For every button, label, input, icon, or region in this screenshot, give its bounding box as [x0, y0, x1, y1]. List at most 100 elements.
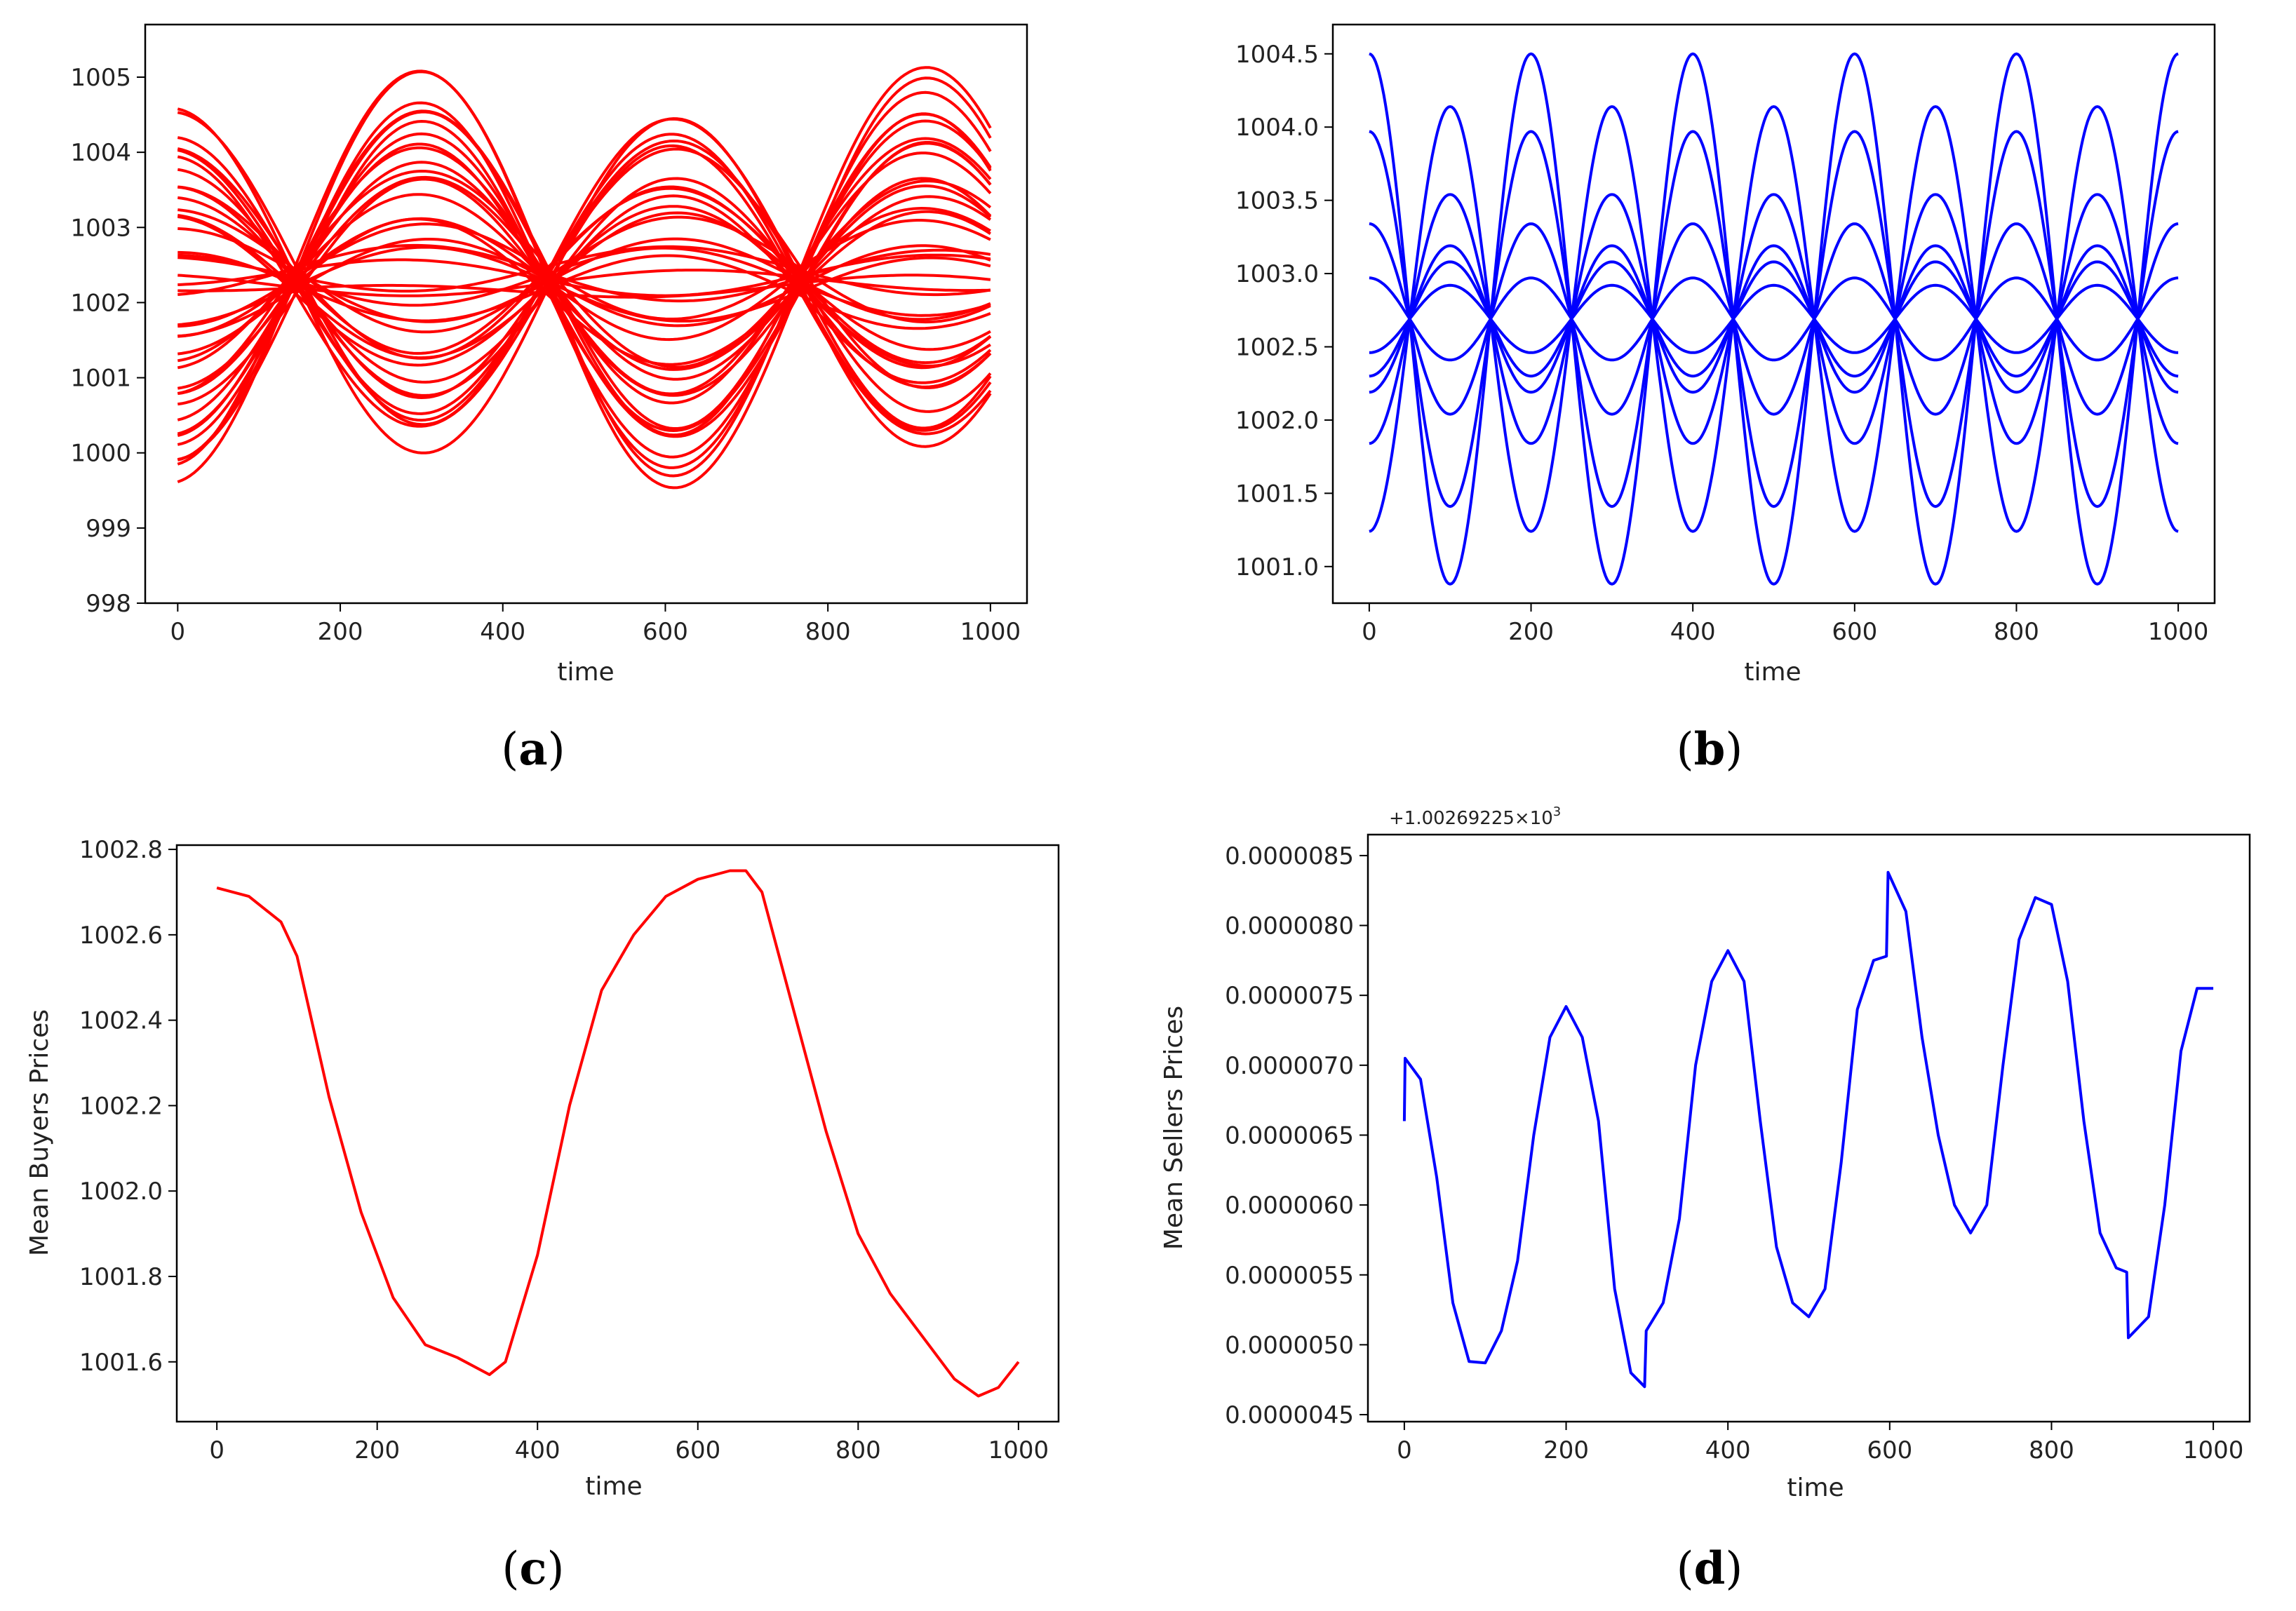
series-line-33 [177, 168, 992, 397]
ytick-label: 0.0000050 [1225, 1331, 1354, 1359]
series-line-14 [177, 210, 991, 366]
panel-b-caption: (b) [1677, 723, 1743, 776]
xtick-label: 200 [1508, 618, 1554, 646]
panel-c: 0 200 400 600 800 1000 1001.6 1001.8 1002.0 1002… [25, 836, 1060, 1595]
ytick-label: 999 [86, 515, 131, 543]
ytick-label: 1005 [70, 64, 131, 92]
panel-a-xticks: 0 200 400 600 800 1000 [170, 603, 1021, 646]
xtick-label: 200 [1543, 1436, 1589, 1464]
panel-b-xlabel: time [1744, 658, 1801, 687]
ytick-label: 998 [86, 590, 131, 618]
series-line-38 [177, 111, 992, 430]
panel-c-caption: (c) [502, 1542, 565, 1595]
ytick-label: 1003 [70, 214, 131, 242]
panel-c-lines [216, 869, 1020, 1398]
series-line-39 [177, 107, 992, 454]
series-line-3 [1369, 276, 2179, 362]
xtick-label: 400 [1705, 1436, 1751, 1464]
ytick-label: 1002.5 [1235, 333, 1319, 361]
series-line-12 [177, 170, 992, 370]
series-line-4 [1369, 283, 2179, 354]
xtick-label: 0 [170, 618, 186, 646]
ytick-label: 1002.0 [1235, 407, 1319, 435]
ytick-label: 0.0000065 [1225, 1121, 1354, 1150]
ytick-label: 1004.0 [1235, 114, 1319, 142]
panel-d-yticks: 0.0000045 0.0000050 0.0000055 0.0000060 0.00… [1225, 842, 1368, 1429]
ytick-label: 0.0000075 [1225, 982, 1354, 1010]
series-line-5 [177, 109, 992, 438]
xtick-label: 0 [1362, 618, 1377, 646]
xtick-label: 1000 [2183, 1436, 2244, 1464]
ytick-label: 1001.0 [1235, 553, 1319, 581]
series-line-6 [1369, 244, 2179, 394]
xtick-label: 800 [2029, 1436, 2074, 1464]
xtick-label: 600 [643, 618, 688, 646]
panel-c-yticks: 1001.6 1001.8 1002.0 1002.2 1002.4 1002.6 1002… [79, 836, 177, 1377]
series-line [216, 869, 1020, 1398]
xtick-label: 1000 [988, 1436, 1049, 1464]
series-line-8 [1369, 105, 2179, 533]
series-line-20 [177, 253, 991, 297]
panel-a-caption: (a) [501, 723, 565, 776]
ytick-label: 1004.5 [1235, 41, 1319, 69]
xtick-label: 600 [675, 1436, 720, 1464]
panel-c-xlabel: time [585, 1472, 642, 1501]
xtick-label: 200 [318, 618, 363, 646]
panel-d: 0 200 400 600 800 1000 0.00000450.00000500.00… [1160, 804, 2251, 1595]
panel-c-ylabel: Mean Buyers Prices [25, 1009, 54, 1256]
series-line-7 [1369, 193, 2179, 445]
ytick-label: 1001.5 [1235, 480, 1319, 508]
ytick-label: 1001.6 [79, 1349, 163, 1377]
ytick-label: 0.0000055 [1225, 1262, 1354, 1290]
panel-d-ylabel: Mean Sellers Prices [1160, 1006, 1188, 1250]
ytick-label: 0.0000070 [1225, 1052, 1354, 1080]
panel-b-plot-area [1331, 23, 2216, 605]
xtick-label: 1000 [2148, 618, 2209, 646]
panel-a-xlabel: time [557, 658, 614, 687]
ytick-label: 1002.4 [79, 1007, 163, 1035]
panel-b-lines [1369, 52, 2179, 586]
xtick-label: 600 [1867, 1436, 1912, 1464]
panel-b: 0 200 400 600 800 1000 1001.0 1001.5 1002.0 1002… [1235, 23, 2216, 776]
series-line-2 [1369, 222, 2179, 416]
series-line-5 [1369, 260, 2179, 378]
ytick-label: 0.0000060 [1225, 1192, 1354, 1220]
series-line-18 [177, 245, 991, 327]
ytick-label: 0.0000045 [1225, 1401, 1354, 1429]
ytick-label: 0.0000085 [1225, 842, 1354, 870]
series-line-1 [1369, 130, 2179, 508]
panel-a-lines [177, 66, 992, 490]
xtick-label: 800 [805, 618, 851, 646]
series-line-36 [177, 144, 992, 436]
ytick-label: 1002 [70, 289, 131, 317]
series-line [1402, 870, 2214, 1389]
panel-c-plot-area [175, 844, 1060, 1423]
ytick-label: 1002.6 [79, 922, 163, 950]
series-line-0 [1369, 52, 2179, 586]
xtick-label: 800 [1994, 618, 2039, 646]
panel-d-caption: (d) [1677, 1542, 1743, 1595]
panel-b-xticks: 0 200 400 600 800 1000 [1362, 603, 2208, 646]
series-line-9 [177, 151, 992, 396]
ytick-label: 1001.8 [79, 1263, 163, 1291]
xtick-label: 0 [1397, 1436, 1412, 1464]
ytick-label: 1002.0 [79, 1178, 163, 1206]
panel-a-yticks: 998 999 1000 1001 1002 1003 1004 1005 [70, 64, 145, 618]
ytick-label: 1001 [70, 365, 131, 393]
xtick-label: 600 [1832, 618, 1877, 646]
series-line-27 [177, 208, 991, 334]
series-line-23 [177, 245, 991, 297]
ytick-label: 1003.5 [1235, 187, 1319, 215]
ytick-label: 1002.2 [79, 1092, 163, 1120]
ytick-label: 1004 [70, 139, 131, 167]
panel-d-xlabel: time [1787, 1474, 1844, 1502]
panel-b-yticks: 1001.0 1001.5 1002.0 1002.5 1003.0 1003.5 1004… [1235, 41, 1333, 581]
xtick-label: 400 [1670, 618, 1716, 646]
ytick-label: 0.0000080 [1225, 912, 1354, 941]
panel-d-xticks: 0 200 400 600 800 1000 [1397, 1422, 2243, 1464]
panel-a-plot-area [144, 23, 1028, 605]
panel-d-plot-area [1367, 833, 2251, 1423]
ytick-label: 1003.0 [1235, 260, 1319, 288]
xtick-label: 400 [515, 1436, 560, 1464]
